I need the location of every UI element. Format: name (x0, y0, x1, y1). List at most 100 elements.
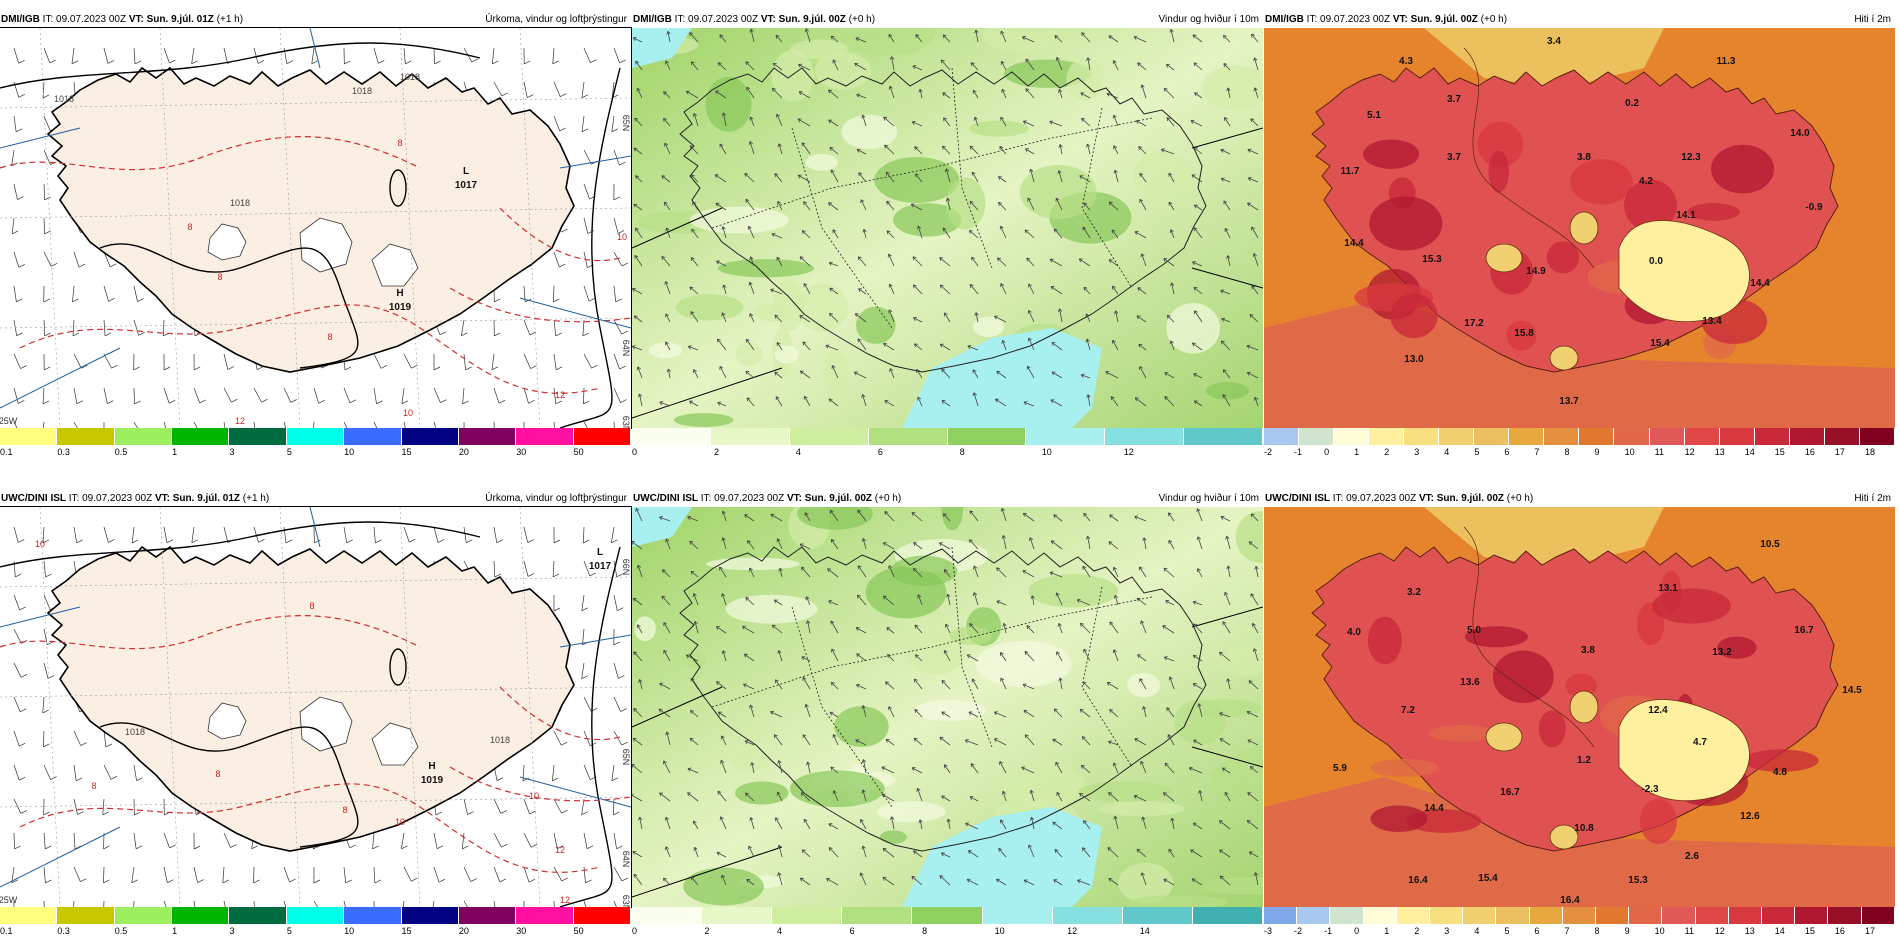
grid-lines (0, 28, 631, 428)
iceland-landmass (46, 66, 575, 373)
isobar-label: 1018 (230, 198, 250, 208)
colorbar-swatch (229, 907, 287, 924)
gust-area (632, 28, 692, 68)
temperature-value-label: 3.2 (1407, 587, 1421, 598)
colorbar-swatch (286, 907, 345, 924)
colorbar-swatch (1649, 428, 1685, 445)
colorbar-swatch (1579, 428, 1615, 445)
temperature-value-label: 12.6 (1740, 811, 1760, 822)
colorbar-tick-label: -2 (1294, 926, 1303, 936)
colorbar-tick-label: 30 (516, 926, 527, 936)
colorbar-tick-label: 17 (1864, 926, 1875, 936)
glacier-outline (299, 217, 353, 273)
colorbar-tick-label: 4 (777, 926, 783, 936)
latlon-label: 66N (621, 559, 631, 576)
temp-map: 3.4 4.3 11.3 5.1 3.7 0.2 3.7 3.8 12.3 14.0 11.7 4.2… (1264, 28, 1895, 428)
panel-title: Vindur og hviður í 10m (1158, 14, 1259, 25)
temp-contour-label: 12 (555, 390, 565, 400)
temperature-value-label: 3.7 (1447, 152, 1461, 163)
colorbar-tick-label: 15 (401, 926, 412, 936)
temperature-value-label: 14.4 (1344, 238, 1364, 249)
precip-map: L 1017 H 1019 1018 1018 10 8 8 8 8 10 10 12 12 66N 65N 64… (0, 506, 632, 908)
temp-contour-label: 8 (342, 805, 347, 815)
colorbar: 0 2 4 6 8 10 12 (632, 428, 1263, 464)
colorbar-swatch (868, 428, 948, 445)
colorbar-swatch (1404, 428, 1440, 445)
colorbar-tick-label: 13 (1744, 926, 1755, 936)
colorbar-swatch (1264, 907, 1298, 924)
colorbar-swatch (1509, 428, 1545, 445)
colorbar: 0 2 4 6 8 10 12 14 (632, 907, 1263, 943)
colorbar: -2 -1 0 1 2 3 4 5 6 7 8 9 10 11 12 13 14 15 16 17 18 (1264, 428, 1895, 464)
colorbar-swatch (458, 907, 517, 924)
temp-contour-label: 10 (403, 408, 413, 418)
gust-area (632, 507, 692, 547)
colorbar-tick-label: 5 (1504, 926, 1510, 936)
colorbar-tick-label: 1 (1354, 447, 1360, 457)
temperature-value-label: 4.7 (1693, 737, 1707, 748)
glacier-cold-areas (1485, 690, 1750, 850)
colorbar-swatch (1562, 907, 1597, 924)
colorbar-swatch (57, 428, 115, 445)
temperature-value-label: 1.2 (1577, 755, 1591, 766)
colorbar-swatch (1728, 907, 1763, 924)
colorbar-tick-label: 8 (922, 926, 928, 936)
colorbar-swatch (912, 907, 983, 924)
temp-contour-label: 10 (617, 232, 627, 242)
colorbar-swatch (1754, 428, 1790, 445)
colorbar-swatch (1614, 428, 1650, 445)
colorbar-tick-label: 5 (1474, 447, 1480, 457)
latlon-label: 25W (0, 416, 18, 426)
colorbar-tick-label: 14 (1744, 447, 1755, 457)
colorbar-tick-label: 10 (344, 926, 355, 936)
temp-contour-label: 8 (327, 332, 332, 342)
colorbar-swatch (1184, 428, 1263, 445)
temperature-value-label: 4.0 (1347, 627, 1361, 638)
temperature-value-label: 15.3 (1422, 254, 1442, 265)
colorbar-tick-label: 10 (1624, 447, 1635, 457)
temp-contour-label: 10 (529, 791, 539, 801)
colorbar-tick-label: 4 (795, 447, 801, 457)
isobar-label: 1018 (352, 86, 372, 96)
colorbar-tick-label: 12 (1714, 926, 1725, 936)
colorbar-swatches (0, 428, 631, 445)
colorbar-swatch (573, 907, 631, 924)
colorbar-swatch (1762, 907, 1796, 924)
temperature-value-label: 14.9 (1526, 266, 1546, 277)
glacier-outline (371, 722, 419, 766)
colorbar-swatch (401, 428, 459, 445)
colorbar-swatch (1859, 428, 1895, 445)
colorbar-tick-label: 15 (1804, 926, 1815, 936)
temperature-value-label: 4.3 (1399, 56, 1413, 67)
panel-meta: UWC/DINI ISL IT: 09.07.2023 00Z VT: Sun.… (633, 493, 902, 504)
isobar-label: 1018 (400, 72, 420, 82)
panel-title: Hiti í 2m (1854, 493, 1891, 504)
latlon-lines (0, 507, 631, 888)
panel-meta: UWC/DINI ISL IT: 09.07.2023 00Z VT: Sun.… (1, 493, 270, 504)
temperature-value-label: 7.2 (1401, 705, 1415, 716)
temperature-value-label: 4.2 (1639, 176, 1653, 187)
colorbar: -3 -2 -1 0 1 2 3 4 5 6 7 8 9 10 11 12 13 14 15 16 17 (1264, 907, 1895, 943)
colorbar-tick-label: 1 (1384, 926, 1390, 936)
temp-contour-label: 12 (235, 416, 245, 426)
colorbar-swatch (1629, 907, 1663, 924)
latlon-label: 64N (621, 851, 631, 868)
colorbar-tick-label: 0.1 (0, 447, 13, 457)
temperature-value-label: 15.3 (1628, 875, 1648, 886)
temperature-value-label: 13.4 (1702, 316, 1722, 327)
colorbar-swatch (114, 428, 173, 445)
panel-uwc-temp: UWC/DINI ISL IT: 09.07.2023 00Z VT: Sun.… (1264, 491, 1895, 943)
latlon-lines (0, 28, 631, 409)
colorbar-swatch (1795, 907, 1829, 924)
temperature-value-label: 3.8 (1581, 645, 1595, 656)
isobar-label: 1019 (389, 302, 412, 313)
panel-header: UWC/DINI ISL IT: 09.07.2023 00Z VT: Sun.… (1264, 491, 1895, 507)
colorbar-tick-label: -1 (1294, 447, 1303, 457)
temperature-value-label: -2.3 (1641, 784, 1659, 795)
sea-borders (632, 127, 1263, 419)
temperature-value-label: 13.2 (1712, 647, 1732, 658)
panel-dmi-precip: DMI/IGB IT: 09.07.2023 00Z VT: Sun. 9.jú… (0, 12, 632, 464)
colorbar-tick-label: 0 (632, 926, 638, 936)
latlon-label: 25W (0, 895, 18, 905)
panel-header: UWC/DINI ISL IT: 09.07.2023 00Z VT: Sun.… (0, 491, 631, 507)
